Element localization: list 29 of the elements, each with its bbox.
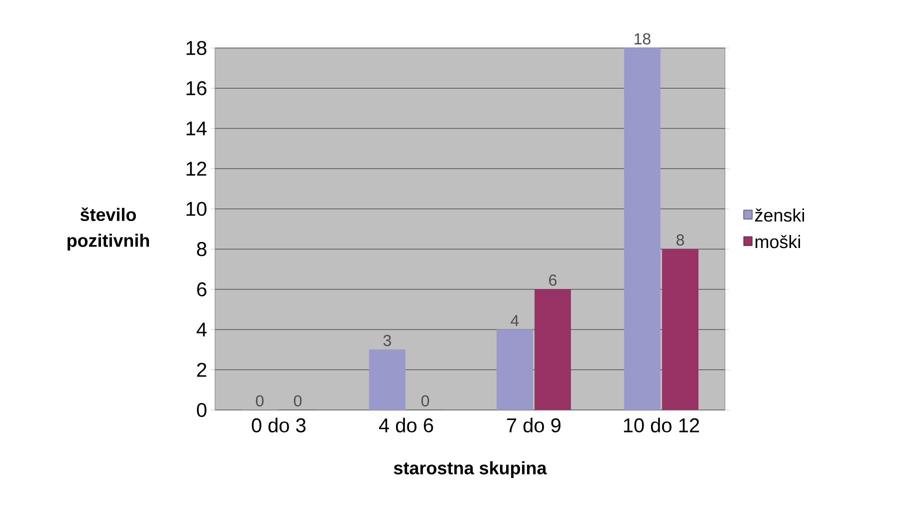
y-axis-title: število pozitivnih bbox=[68, 207, 149, 250]
data-label: 0 bbox=[294, 395, 302, 406]
y-tick-label: 0 bbox=[196, 402, 206, 418]
x-tick-label: 7 do 9 bbox=[507, 418, 560, 432]
y-tick-label: 18 bbox=[186, 40, 206, 56]
y-tick-label: 12 bbox=[186, 162, 206, 176]
bar bbox=[496, 329, 533, 410]
legend-label: ženski bbox=[755, 208, 804, 222]
bar bbox=[369, 349, 406, 410]
x-axis-title: starostna skupina bbox=[394, 461, 547, 478]
data-label: 18 bbox=[634, 33, 650, 44]
data-label: 4 bbox=[510, 315, 519, 326]
y-tick-label: 16 bbox=[186, 81, 206, 96]
y-tick-label: 4 bbox=[196, 322, 207, 336]
bar bbox=[624, 48, 660, 410]
data-label: 3 bbox=[383, 334, 391, 346]
x-tick-label: 0 do 3 bbox=[252, 418, 306, 432]
data-label: 8 bbox=[676, 234, 684, 246]
x-tick-label: 4 do 6 bbox=[379, 418, 434, 432]
x-tick-label: 10 do 12 bbox=[624, 418, 699, 432]
y-tick-label: 10 bbox=[186, 202, 206, 216]
data-label: 0 bbox=[421, 395, 430, 406]
legend-label: moški bbox=[756, 234, 800, 248]
y-tick-label: 6 bbox=[197, 282, 206, 296]
data-label: 0 bbox=[256, 395, 264, 406]
data-label: 6 bbox=[549, 274, 556, 286]
y-tick-label: 2 bbox=[197, 362, 206, 377]
y-tick-label: 8 bbox=[197, 242, 206, 256]
y-tick-label: 14 bbox=[186, 122, 207, 136]
